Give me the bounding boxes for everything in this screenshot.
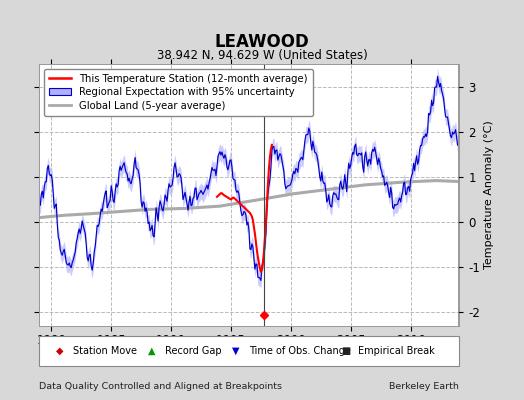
Text: Time of Obs. Change: Time of Obs. Change	[249, 346, 351, 356]
Text: ◆: ◆	[56, 346, 63, 356]
FancyBboxPatch shape	[39, 336, 459, 366]
Text: Data Quality Controlled and Aligned at Breakpoints: Data Quality Controlled and Aligned at B…	[39, 382, 282, 391]
Legend: This Temperature Station (12-month average), Regional Expectation with 95% uncer: This Temperature Station (12-month avera…	[45, 69, 313, 116]
Text: 38.942 N, 94.629 W (United States): 38.942 N, 94.629 W (United States)	[157, 49, 367, 62]
Y-axis label: Temperature Anomaly (°C): Temperature Anomaly (°C)	[484, 121, 494, 269]
Text: Berkeley Earth: Berkeley Earth	[389, 382, 458, 391]
Text: Station Move: Station Move	[73, 346, 137, 356]
Text: Empirical Break: Empirical Break	[358, 346, 434, 356]
Text: ▼: ▼	[232, 346, 239, 356]
Text: LEAWOOD: LEAWOOD	[215, 33, 309, 51]
Text: Record Gap: Record Gap	[165, 346, 222, 356]
Text: ▲: ▲	[148, 346, 156, 356]
Text: ■: ■	[341, 346, 351, 356]
